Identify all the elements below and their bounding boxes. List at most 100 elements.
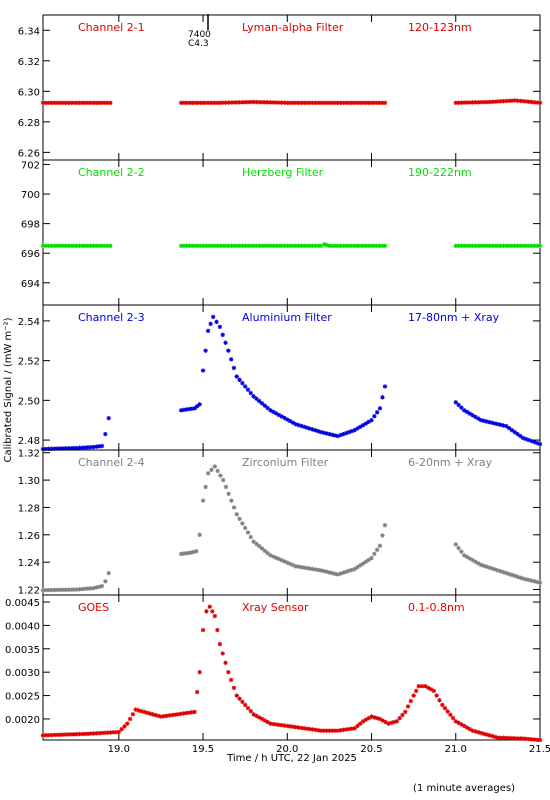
data-point — [200, 498, 206, 503]
data-point — [382, 243, 388, 249]
y-tick-label: 1.32 — [18, 449, 40, 460]
data-point — [60, 243, 65, 249]
data-point — [240, 699, 245, 705]
y-tick-label: 1.22 — [18, 586, 40, 597]
data-point — [459, 549, 464, 554]
data-point — [332, 571, 338, 576]
y-tick-label: 6.28 — [18, 118, 40, 129]
data-point — [537, 100, 543, 105]
panel-label: 190-222nm — [408, 166, 472, 179]
data-point — [262, 403, 268, 408]
data-point — [515, 431, 520, 437]
data-point — [268, 408, 273, 413]
data-point — [529, 578, 534, 583]
data-point — [492, 567, 498, 572]
data-point — [105, 730, 110, 735]
data-point — [459, 405, 464, 410]
data-point — [248, 99, 253, 105]
data-point — [512, 736, 517, 741]
data-point — [515, 243, 520, 249]
data-point — [220, 651, 225, 656]
data-point — [80, 445, 85, 450]
data-point — [279, 414, 284, 419]
data-point — [506, 98, 512, 104]
data-point — [453, 100, 458, 105]
data-point — [192, 100, 198, 105]
data-point — [498, 99, 503, 104]
panel-label: Xray Sensor — [242, 601, 309, 614]
data-point — [226, 491, 231, 496]
data-point — [197, 532, 202, 538]
data-point — [504, 570, 509, 576]
data-point — [66, 732, 71, 737]
data-point — [66, 446, 71, 451]
data-point — [537, 243, 543, 249]
data-point — [40, 446, 46, 452]
data-point — [329, 100, 335, 105]
data-point — [214, 100, 220, 105]
data-point — [352, 243, 357, 249]
data-point — [484, 419, 489, 424]
data-point — [290, 724, 296, 729]
data-point — [343, 243, 349, 249]
data-point — [481, 563, 487, 569]
data-point — [307, 726, 312, 732]
data-point — [234, 243, 240, 249]
data-point — [492, 99, 498, 104]
data-point — [74, 100, 79, 105]
data-point — [476, 561, 481, 566]
data-point — [242, 702, 248, 708]
data-point — [529, 438, 534, 444]
data-point — [360, 100, 365, 105]
data-point — [461, 243, 467, 249]
data-point — [228, 357, 234, 362]
data-point — [478, 418, 484, 423]
data-point — [206, 243, 212, 249]
data-point — [77, 445, 82, 451]
data-point — [91, 444, 96, 450]
data-point — [206, 100, 212, 105]
data-point — [74, 587, 79, 592]
data-point — [456, 402, 461, 408]
data-point — [321, 728, 326, 733]
data-point — [512, 429, 517, 435]
data-point — [490, 243, 495, 249]
data-point — [318, 728, 324, 733]
data-point — [257, 544, 262, 549]
data-point — [189, 710, 195, 715]
data-point — [119, 727, 124, 732]
data-point — [377, 543, 383, 548]
data-point — [349, 243, 354, 249]
data-point — [88, 444, 93, 450]
data-point — [534, 440, 540, 446]
data-point — [187, 406, 192, 412]
data-point — [237, 516, 242, 522]
data-point — [327, 243, 332, 249]
data-point — [335, 433, 341, 439]
data-point — [360, 422, 366, 428]
data-point — [440, 702, 445, 708]
data-point — [537, 737, 543, 743]
data-point — [437, 698, 442, 703]
data-point — [271, 721, 276, 727]
data-point — [307, 243, 312, 249]
data-point — [290, 562, 296, 568]
data-point — [77, 100, 82, 105]
data-point — [229, 243, 234, 249]
data-point — [476, 416, 481, 421]
data-point — [371, 100, 377, 105]
data-point — [231, 685, 237, 690]
y-tick-label: 2.52 — [18, 357, 40, 368]
data-point — [341, 100, 346, 105]
data-point — [122, 724, 127, 729]
data-point — [254, 396, 259, 401]
data-point — [285, 417, 290, 422]
data-point — [318, 243, 324, 249]
data-point — [226, 669, 231, 675]
data-point — [315, 243, 321, 249]
data-point — [369, 714, 374, 719]
data-point — [60, 446, 65, 451]
data-point — [529, 737, 534, 742]
data-point — [301, 100, 307, 105]
data-point — [481, 243, 487, 249]
